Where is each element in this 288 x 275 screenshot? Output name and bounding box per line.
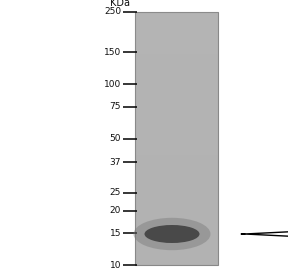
- Bar: [135, 223, 218, 231]
- Bar: [135, 189, 218, 197]
- Bar: [135, 71, 218, 79]
- Text: 250: 250: [104, 7, 121, 16]
- Text: 75: 75: [109, 102, 121, 111]
- Text: 25: 25: [110, 188, 121, 197]
- Text: 15: 15: [109, 229, 121, 238]
- Bar: [135, 248, 218, 257]
- Text: 100: 100: [104, 79, 121, 89]
- Bar: [135, 46, 218, 54]
- Bar: [135, 29, 218, 37]
- Bar: [135, 240, 218, 248]
- Bar: [135, 54, 218, 63]
- Bar: [135, 12, 218, 20]
- Bar: [135, 37, 218, 46]
- Text: 10: 10: [109, 260, 121, 270]
- Bar: [135, 181, 218, 189]
- Bar: [135, 88, 218, 96]
- Bar: [135, 164, 218, 172]
- Bar: [135, 12, 218, 265]
- Bar: [135, 214, 218, 223]
- Text: 37: 37: [109, 158, 121, 167]
- Bar: [135, 172, 218, 181]
- Text: 50: 50: [109, 134, 121, 143]
- Bar: [135, 257, 218, 265]
- Bar: [135, 147, 218, 155]
- Bar: [135, 139, 218, 147]
- Ellipse shape: [145, 225, 200, 243]
- Bar: [135, 79, 218, 88]
- Bar: [135, 231, 218, 240]
- Bar: [135, 105, 218, 113]
- Text: KDa: KDa: [110, 0, 130, 8]
- Text: 20: 20: [110, 206, 121, 215]
- Ellipse shape: [134, 218, 211, 250]
- Bar: [135, 206, 218, 214]
- Text: 150: 150: [104, 48, 121, 57]
- Bar: [135, 96, 218, 105]
- Bar: [135, 63, 218, 71]
- Bar: [135, 130, 218, 139]
- Bar: [135, 113, 218, 122]
- Bar: [135, 20, 218, 29]
- Bar: [135, 122, 218, 130]
- Bar: [135, 197, 218, 206]
- Bar: [135, 155, 218, 164]
